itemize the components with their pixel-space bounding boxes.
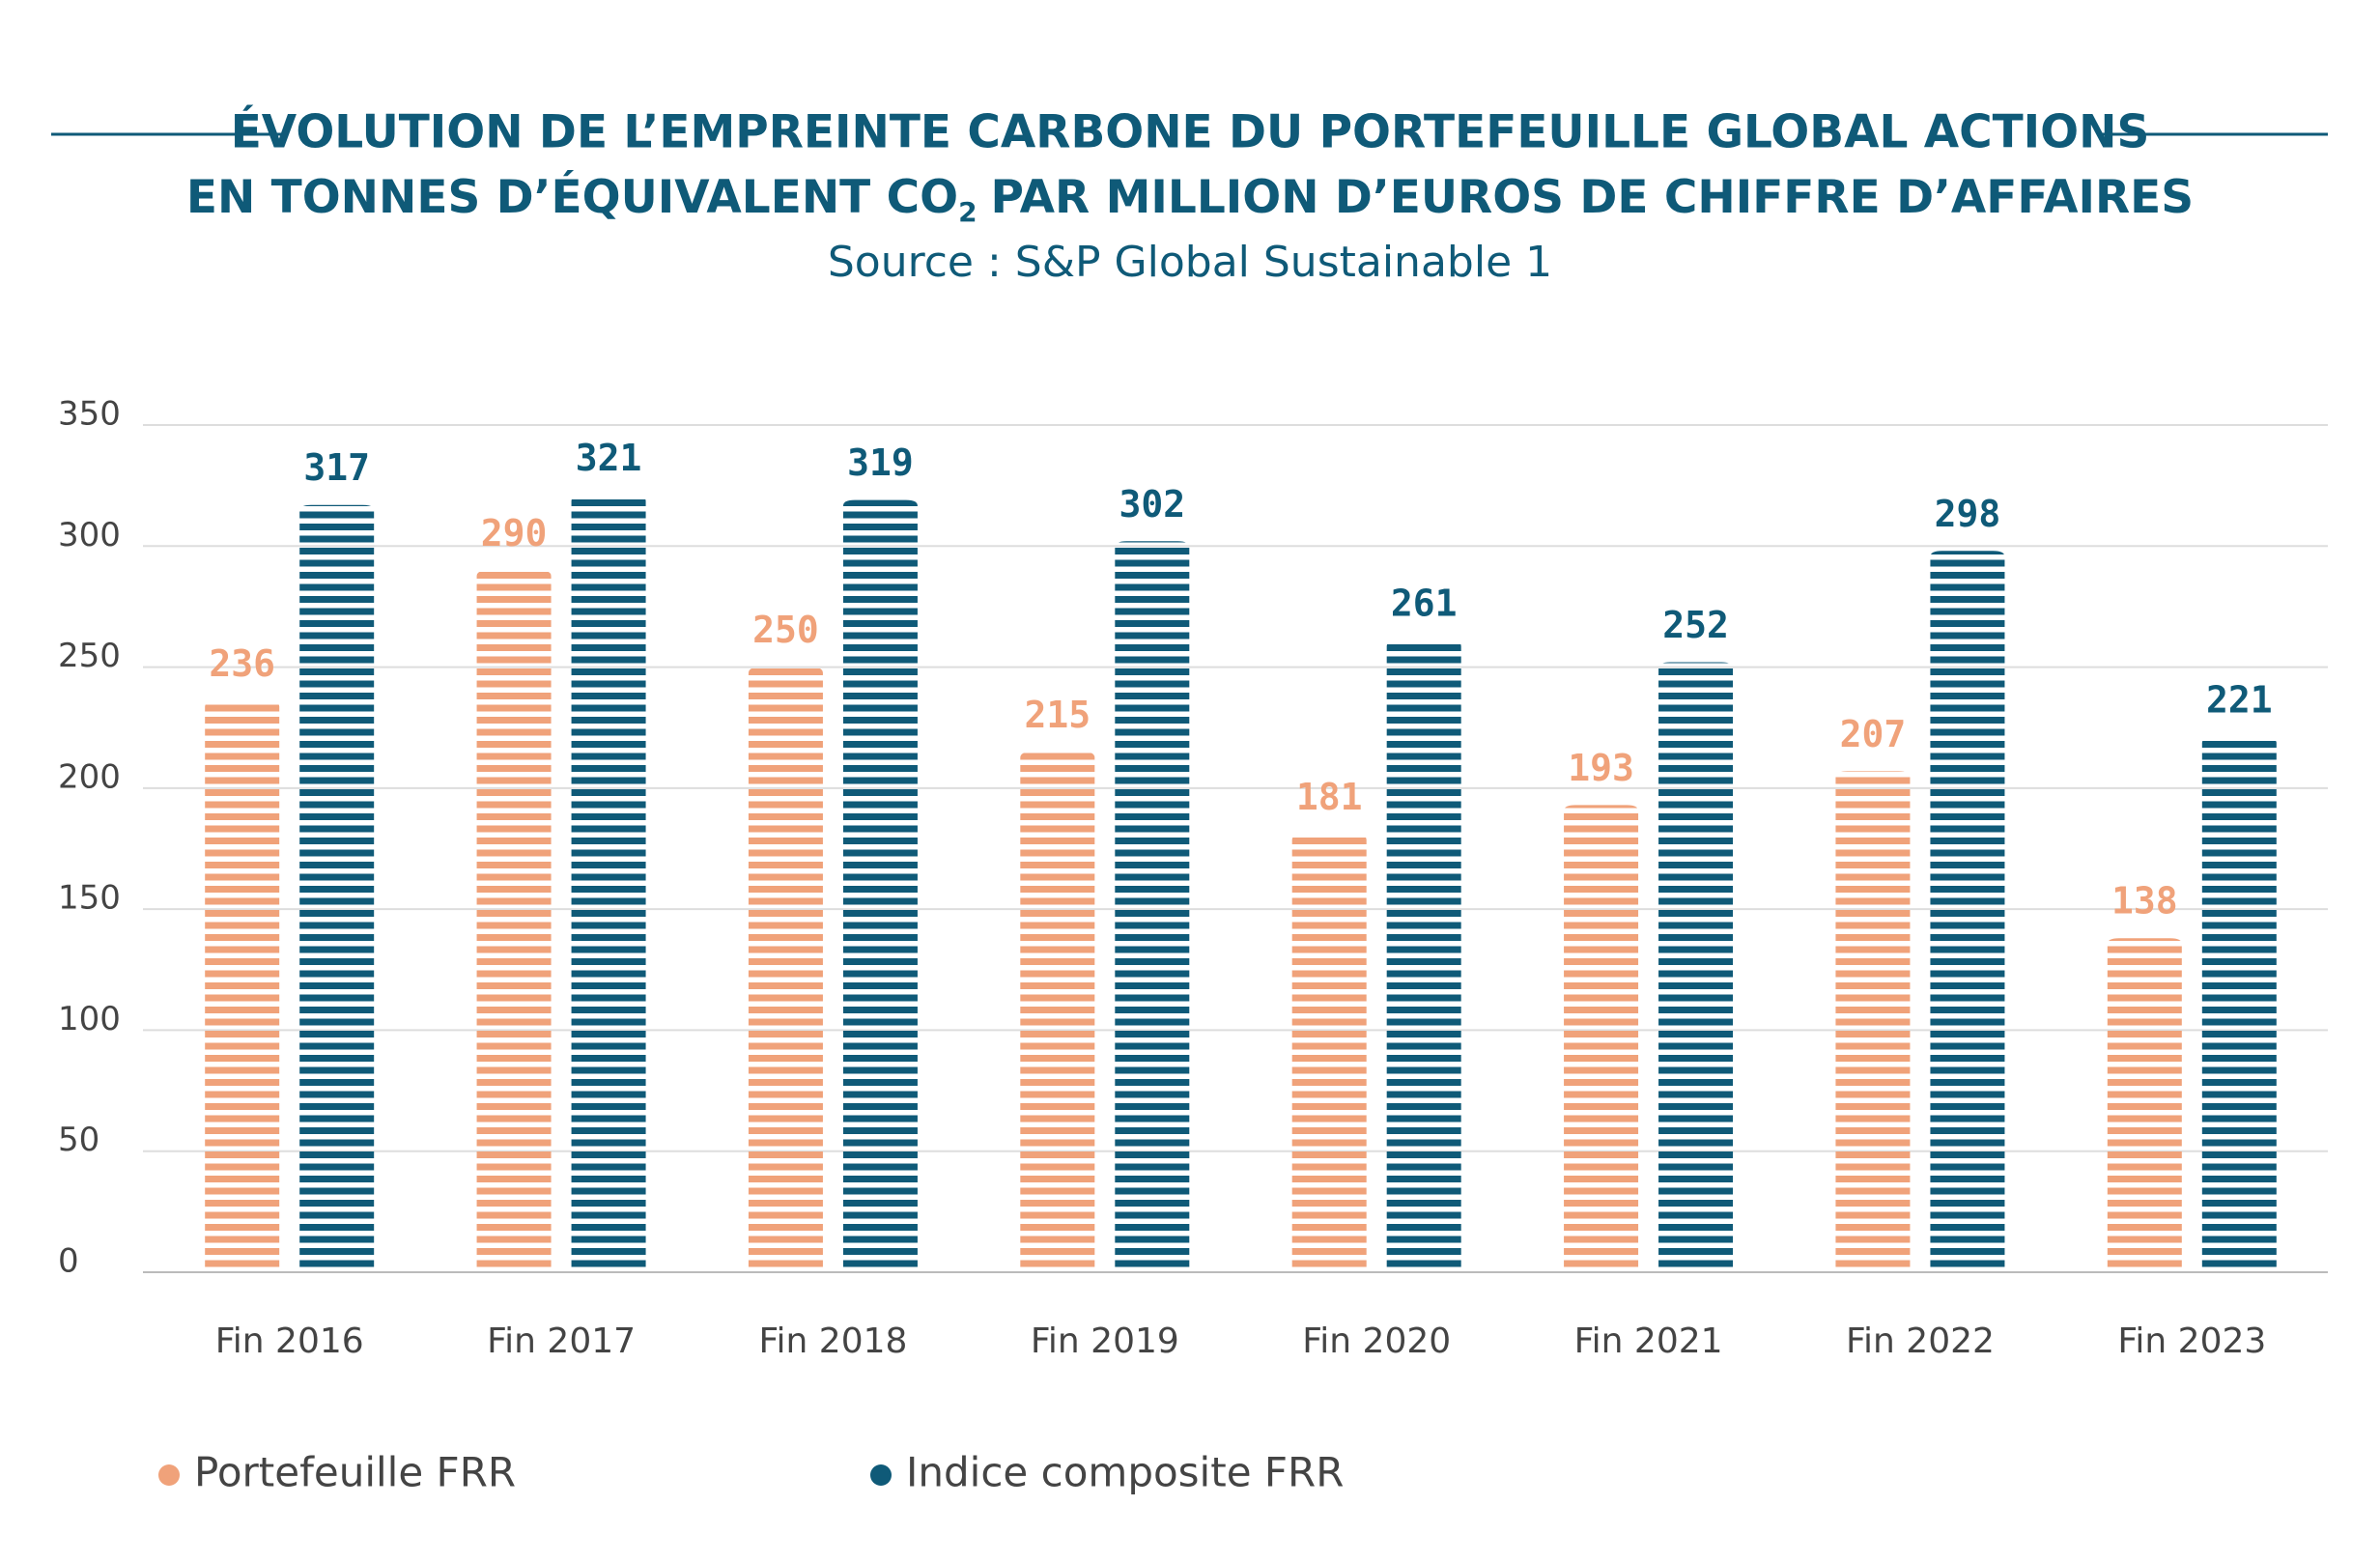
chart-subtitle: Source : S&P Global Sustainable 1 [828,238,1552,287]
value-label: 298 [1935,493,2001,535]
x-tick-label: Fin 2018 [758,1321,907,1361]
bar [299,504,375,1272]
bar [1564,805,1639,1272]
bar [1291,834,1367,1272]
bar [205,700,280,1272]
x-tick-label: Fin 2020 [1302,1321,1451,1361]
x-tick-label: Fin 2019 [1031,1321,1179,1361]
value-label: 250 [752,609,819,651]
bar [1835,771,1911,1272]
value-label: 236 [209,642,275,685]
value-label: 193 [1568,747,1634,789]
bar [571,495,646,1272]
value-label: 221 [2206,679,2273,722]
title-part: EN TONNES D’ÉQUIVALENT CO [186,171,958,224]
y-tick-label: 50 [58,1121,99,1159]
bar [748,667,823,1272]
value-label: 302 [1119,483,1185,526]
value-label: 207 [1840,713,1907,755]
x-tick-label: Fin 2016 [215,1321,364,1361]
legend-label: Indice composite FRR [906,1449,1344,1496]
y-tick-label: 100 [58,1000,121,1038]
x-tick-label: Fin 2022 [1846,1321,1995,1361]
value-label: 261 [1391,583,1458,625]
title-part: PAR MILLION D’EUROS DE CHIFFRE D’AFFAIRE… [991,171,2195,224]
bar [1386,640,1461,1272]
bar [1930,551,2005,1272]
title-subscript: 2 [958,196,977,228]
y-tick-label: 250 [58,637,121,675]
bar [2107,938,2182,1272]
legend-marker [870,1464,892,1486]
value-label: 321 [576,437,642,479]
x-tick-label: Fin 2023 [2117,1321,2266,1361]
value-label: 290 [481,512,548,554]
value-label: 319 [847,441,914,484]
x-tick-label: Fin 2017 [487,1321,636,1361]
bar [842,499,918,1272]
bar [2201,737,2277,1272]
legend-marker [158,1464,180,1486]
value-label: 138 [2111,880,2178,923]
value-label: 252 [1662,604,1729,646]
bar [1020,752,1095,1272]
chart-title: EN TONNES D’ÉQUIVALENT CO2 PAR MILLION D’… [186,171,2194,229]
y-tick-label: 350 [58,395,121,434]
y-tick-label: 0 [58,1242,79,1281]
legend-label: Portefeuille FRR [194,1449,516,1496]
bar [476,570,552,1272]
y-tick-label: 150 [58,879,121,918]
value-label: 181 [1296,776,1363,818]
value-label: 215 [1024,694,1091,736]
bar [1115,541,1190,1272]
value-label: 317 [303,446,370,489]
x-tick-label: Fin 2021 [1574,1321,1723,1361]
y-tick-label: 200 [58,757,121,796]
chart-title: ÉVOLUTION DE L’EMPREINTE CARBONE DU PORT… [231,106,2150,159]
y-tick-label: 300 [58,516,121,554]
bar [1658,662,1734,1272]
